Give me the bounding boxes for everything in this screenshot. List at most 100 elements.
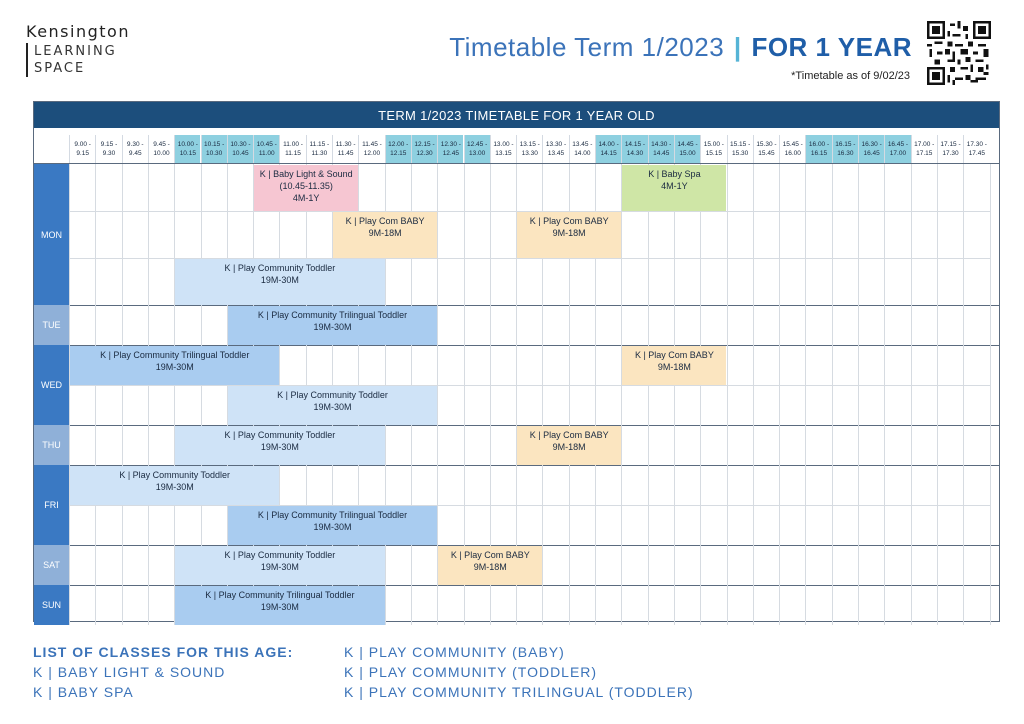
time-slot-header: 12.15 - 12.30 — [410, 135, 438, 163]
grid-line — [174, 164, 176, 625]
time-slot-header: 11.15 - 11.30 — [305, 135, 332, 163]
class-block: K | Play Community Trilingual Toddler 19… — [227, 506, 438, 545]
grid-line — [910, 164, 912, 625]
day-label-mon: MON — [34, 164, 69, 305]
time-slot-header: 11.45 - 12.00 — [358, 135, 385, 163]
class-block: K | Play Community Toddler 19M-30M — [175, 426, 385, 465]
brand-logo: Kensington LEARNING SPACE — [26, 22, 130, 77]
time-slot-header: 14.45 - 15.00 — [673, 135, 701, 163]
title-main: Timetable Term 1/2023 — [449, 32, 725, 62]
time-slot-header: 17.00 - 17.15 — [910, 135, 937, 163]
title-separator: | — [733, 32, 742, 62]
grid-line — [673, 164, 675, 625]
day-label-fri: FRI — [34, 465, 69, 545]
class-list-item: K | BABY SPA — [33, 684, 134, 700]
time-slot-header: 10.45 - 11.00 — [253, 135, 280, 163]
class-block: K | Play Community Trilingual Toddler 19… — [227, 306, 438, 345]
time-slot-header: 9.30 - 9.45 — [121, 135, 148, 163]
grid-line — [69, 164, 70, 625]
class-block: K | Play Community Trilingual Toddler 19… — [70, 346, 280, 385]
timetable-date: *Timetable as of 9/02/23 — [791, 70, 910, 82]
class-list-item: K | BABY LIGHT & SOUND — [33, 664, 226, 680]
time-slot-header: 14.15 - 14.30 — [621, 135, 648, 163]
grid-line — [542, 164, 544, 625]
grid-line — [963, 164, 965, 625]
grid-line — [516, 164, 518, 625]
class-block: K | Play Com BABY 9M-18M — [517, 426, 622, 465]
time-slot-header: 9.45 - 10.00 — [147, 135, 175, 163]
title-age: FOR 1 YEAR — [751, 32, 912, 62]
time-slot-header: 17.30 - 17.45 — [963, 135, 990, 163]
class-list-item: K | PLAY COMMUNITY (TODDLER) — [344, 664, 598, 680]
qr-code-icon — [927, 21, 991, 85]
day-label-thu: THU — [34, 425, 69, 465]
time-slot-header: 15.00 - 15.15 — [700, 135, 727, 163]
grid-line — [989, 164, 991, 625]
grid-line — [831, 164, 833, 625]
class-list-item: K | PLAY COMMUNITY (BABY) — [344, 644, 565, 660]
time-slot-header: 16.00 - 16.15 — [805, 135, 832, 163]
grid-line — [621, 164, 623, 625]
time-slot-header: 13.00 - 13.15 — [489, 135, 517, 163]
time-slot-header: 9.15 - 9.30 — [95, 135, 122, 163]
time-slot-header: 11.30 - 11.45 — [332, 135, 359, 163]
day-label-tue: TUE — [34, 305, 69, 345]
row-divider — [69, 258, 990, 259]
class-block: K | Play Community Toddler 19M-30M — [175, 259, 385, 305]
time-slot-header: 14.30 - 14.45 — [647, 135, 674, 163]
time-slot-header: 10.00 - 10.15 — [174, 135, 201, 163]
time-slot-header: 10.30 - 10.45 — [226, 135, 254, 163]
grid-line — [936, 164, 938, 625]
time-slot-header: 15.15 - 15.30 — [726, 135, 753, 163]
row-divider — [69, 385, 990, 386]
time-slot-header: 13.45 - 14.00 — [568, 135, 595, 163]
time-slot-header: 16.45 - 17.00 — [884, 135, 911, 163]
class-block: K | Play Com BABY 9M-18M — [517, 212, 622, 258]
grid-line — [752, 164, 754, 625]
timetable-title: TERM 1/2023 TIMETABLE FOR 1 YEAR OLD — [34, 102, 999, 128]
time-slot-header: 15.45 - 16.00 — [779, 135, 806, 163]
row-divider — [69, 505, 990, 506]
grid-line — [95, 164, 97, 625]
time-slot-header: 14.00 - 14.15 — [595, 135, 622, 163]
grid-line — [489, 164, 491, 625]
header-divider — [34, 163, 999, 164]
time-slot-header: 15.30 - 15.45 — [752, 135, 780, 163]
time-slot-header: 11.00 - 11.15 — [279, 135, 306, 163]
class-block: K | Play Community Trilingual Toddler 19… — [175, 586, 385, 625]
class-block: K | Baby Light & Sound (10.45-11.35) 4M-… — [254, 165, 359, 211]
day-label-sun: SUN — [34, 585, 69, 625]
class-list-item: K | PLAY COMMUNITY TRILINGUAL (TODDLER) — [344, 684, 694, 700]
class-block: K | Baby Spa 4M-1Y — [622, 165, 727, 211]
grid-line — [437, 164, 439, 625]
page-title: Timetable Term 1/2023 | FOR 1 YEAR — [449, 32, 912, 63]
time-slot-header: 16.15 - 16.30 — [831, 135, 858, 163]
class-block: K | Play Community Toddler 19M-30M — [70, 466, 280, 505]
grid-line — [858, 164, 859, 625]
grid-line — [595, 164, 596, 625]
brand-line-learning: LEARNING — [34, 44, 117, 59]
class-block: K | Play Com BABY 9M-18M — [622, 346, 727, 385]
time-slot-header: 9.00 - 9.15 — [69, 135, 96, 163]
brand-subtitle: LEARNING SPACE — [26, 43, 130, 77]
time-slot-header: 16.30 - 16.45 — [858, 135, 885, 163]
time-slot-header: 13.30 - 13.45 — [542, 135, 569, 163]
time-slot-header: 12.00 - 12.15 — [384, 135, 411, 163]
day-label-wed: WED — [34, 345, 69, 425]
grid-line — [226, 164, 228, 625]
grid-line — [884, 164, 886, 625]
day-label-sat: SAT — [34, 545, 69, 585]
grid-line — [779, 164, 781, 625]
time-slot-header: 12.45 - 13.00 — [463, 135, 490, 163]
class-list-heading: LIST OF CLASSES FOR THIS AGE: — [33, 644, 294, 660]
class-block: K | Play Community Toddler 19M-30M — [227, 386, 438, 425]
grid-line — [805, 164, 807, 625]
grid-line — [568, 164, 570, 625]
grid-line — [463, 164, 465, 625]
grid-line — [121, 164, 123, 625]
row-divider — [69, 211, 990, 212]
class-block: K | Play Com BABY 9M-18M — [438, 546, 543, 585]
grid-line — [726, 164, 728, 625]
time-slot-header: 13.15 - 13.30 — [516, 135, 543, 163]
class-block: K | Play Community Toddler 19M-30M — [175, 546, 385, 585]
